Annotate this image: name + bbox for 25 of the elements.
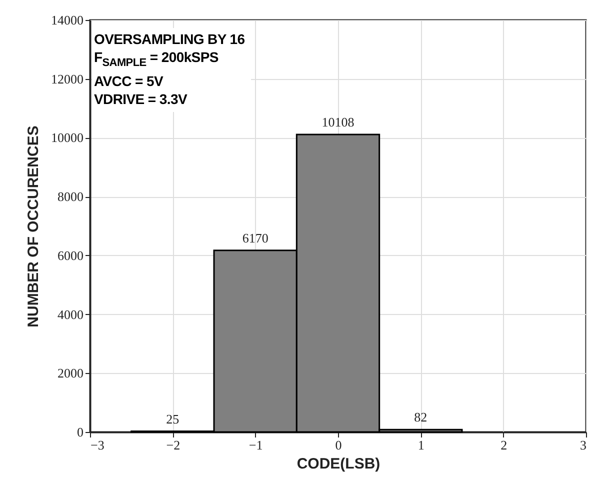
annotation: AVCC = 5V bbox=[94, 72, 164, 90]
y-tick-label: 12000 bbox=[51, 71, 84, 86]
x-tick-label: −3 bbox=[90, 438, 104, 452]
y-tick-label: 10000 bbox=[51, 130, 84, 146]
data-label: 25 bbox=[166, 411, 180, 426]
annotation: OVERSAMPLING BY 16 bbox=[94, 30, 245, 48]
annotation: VDRIVE = 3.3V bbox=[94, 90, 188, 108]
x-tick-label: 0 bbox=[335, 438, 342, 452]
x-tick-label: −2 bbox=[166, 438, 180, 452]
y-tick-label: 0 bbox=[77, 424, 84, 440]
x-tick-label: −1 bbox=[248, 438, 263, 452]
data-label: 82 bbox=[414, 410, 428, 425]
x-tick-label: 2 bbox=[500, 438, 508, 452]
x-axis-title: CODE(LSB) bbox=[296, 456, 380, 472]
y-tick-label: 14000 bbox=[51, 12, 84, 28]
annotation: F$_{SAMPLE}$ = 200kSPS bbox=[94, 48, 220, 71]
x-tick-label: 1 bbox=[418, 438, 424, 452]
y-axis-title: NUMBER OF OCCURENCES bbox=[25, 126, 42, 328]
y-tick-label: 8000 bbox=[58, 189, 84, 204]
y-tick-label: 4000 bbox=[58, 306, 84, 322]
y-tick-label: 2000 bbox=[58, 366, 84, 381]
data-label: 10108 bbox=[322, 114, 354, 130]
x-tick-label: 3 bbox=[580, 438, 586, 452]
y-tick-label: 6000 bbox=[58, 248, 84, 263]
data-label: 6170 bbox=[242, 230, 268, 246]
